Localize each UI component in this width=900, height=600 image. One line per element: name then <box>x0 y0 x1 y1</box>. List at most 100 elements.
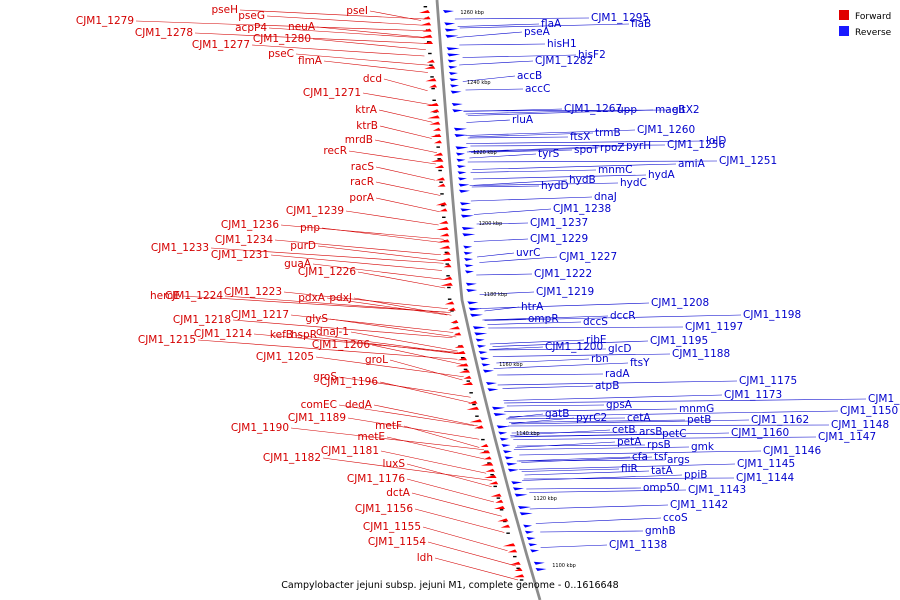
forward-gene-label[interactable]: CJM1_1189 <box>288 412 346 424</box>
reverse-gene-arrow[interactable] <box>459 202 471 206</box>
reverse-gene-label[interactable]: CJM1_1267 <box>564 103 622 115</box>
reverse-gene-arrow[interactable] <box>444 28 458 32</box>
forward-gene-arrow[interactable] <box>474 425 484 429</box>
forward-gene-label[interactable]: CJM1_1223 <box>224 286 282 298</box>
reverse-gene-arrow[interactable] <box>460 214 474 218</box>
forward-gene-arrow[interactable] <box>455 363 469 367</box>
reverse-gene-arrow[interactable] <box>456 158 466 162</box>
reverse-gene-arrow[interactable] <box>519 512 533 516</box>
reverse-gene-label[interactable]: hydC <box>620 177 647 189</box>
reverse-gene-label[interactable]: omp50 <box>643 482 680 494</box>
reverse-gene-label[interactable]: flaB <box>631 18 651 30</box>
forward-gene-label[interactable]: guaA <box>284 258 312 270</box>
reverse-gene-label[interactable]: CJM1_1142 <box>670 499 728 511</box>
reverse-gene-label[interactable]: lolD <box>706 135 726 147</box>
forward-gene-label[interactable]: pdxA <box>298 292 326 304</box>
reverse-gene-label[interactable]: ftsX <box>570 131 590 143</box>
forward-gene-label[interactable]: CJM1_1233 <box>151 242 209 254</box>
reverse-gene-arrow[interactable] <box>512 487 524 491</box>
reverse-gene-arrow[interactable] <box>464 270 474 274</box>
reverse-gene-label[interactable]: CJM1_1143 <box>688 484 746 496</box>
reverse-gene-arrow[interactable] <box>492 406 506 410</box>
forward-gene-label[interactable]: CJM1_1217 <box>231 309 289 321</box>
forward-gene-arrow[interactable] <box>437 183 446 187</box>
forward-gene-arrow[interactable] <box>444 301 455 305</box>
reverse-gene-arrow[interactable] <box>457 171 467 175</box>
forward-gene-label[interactable]: comEC <box>301 399 337 411</box>
forward-gene-label[interactable]: ktrB <box>356 120 378 132</box>
reverse-gene-label[interactable]: uvrC <box>516 247 541 259</box>
forward-gene-label[interactable]: CJM1_1279 <box>76 15 134 27</box>
reverse-gene-label[interactable]: ccoS <box>663 512 688 524</box>
reverse-gene-arrow[interactable] <box>460 208 472 212</box>
reverse-gene-label[interactable]: flaA <box>541 18 562 30</box>
reverse-gene-arrow[interactable] <box>457 177 467 181</box>
forward-gene-label[interactable]: groS <box>313 371 337 383</box>
reverse-gene-label[interactable]: args <box>667 454 690 466</box>
forward-gene-arrow[interactable] <box>434 165 444 168</box>
reverse-gene-arrow[interactable] <box>485 382 497 385</box>
reverse-gene-arrow[interactable] <box>444 22 456 26</box>
reverse-gene-arrow[interactable] <box>528 543 538 547</box>
reverse-gene-label[interactable]: ftsY <box>630 357 650 369</box>
reverse-gene-label[interactable]: accB <box>517 70 542 82</box>
forward-gene-label[interactable]: CJM1_1226 <box>298 266 356 278</box>
reverse-gene-label[interactable]: CJM1_1150 <box>840 405 898 417</box>
reverse-gene-arrow[interactable] <box>526 537 536 540</box>
reverse-gene-arrow[interactable] <box>462 233 476 237</box>
forward-gene-label[interactable]: dcd <box>363 73 382 85</box>
reverse-gene-label[interactable]: hisF2 <box>578 49 606 61</box>
forward-gene-arrow[interactable] <box>466 406 480 410</box>
forward-gene-arrow[interactable] <box>439 245 451 249</box>
forward-gene-arrow[interactable] <box>447 307 456 311</box>
reverse-gene-label[interactable]: CJM1_1198 <box>743 309 801 321</box>
forward-gene-label[interactable]: ktrA <box>355 104 378 116</box>
forward-gene-label[interactable]: CJM1_1176 <box>347 473 405 485</box>
forward-gene-arrow[interactable] <box>463 375 472 379</box>
forward-gene-label[interactable]: racR <box>350 176 374 188</box>
forward-gene-label[interactable]: CJM1_1206 <box>312 339 370 351</box>
forward-gene-label[interactable]: porA <box>349 192 374 204</box>
reverse-gene-arrow[interactable] <box>487 388 499 392</box>
forward-gene-arrow[interactable] <box>435 202 447 206</box>
reverse-gene-arrow[interactable] <box>455 152 465 156</box>
forward-gene-arrow[interactable] <box>419 34 433 38</box>
forward-gene-label[interactable]: flmA <box>298 55 323 67</box>
forward-gene-arrow[interactable] <box>500 524 511 528</box>
reverse-gene-arrow[interactable] <box>517 506 531 509</box>
forward-gene-label[interactable]: CJM1_1278 <box>135 27 193 39</box>
forward-gene-label[interactable]: CJM1_1155 <box>363 521 421 533</box>
forward-gene-arrow[interactable] <box>453 351 466 354</box>
reverse-gene-label[interactable]: amiA <box>678 158 706 170</box>
reverse-gene-label[interactable]: pyrC2 <box>576 412 607 424</box>
reverse-gene-arrow[interactable] <box>464 264 474 268</box>
forward-gene-arrow[interactable] <box>454 344 465 348</box>
forward-gene-label[interactable]: CJM1_1239 <box>286 205 344 217</box>
forward-gene-arrow[interactable] <box>430 158 444 162</box>
forward-gene-arrow[interactable] <box>490 493 502 497</box>
reverse-gene-arrow[interactable] <box>530 549 540 553</box>
reverse-gene-label[interactable]: tatA <box>651 465 674 477</box>
reverse-gene-arrow[interactable] <box>474 332 488 336</box>
forward-gene-arrow[interactable] <box>422 28 432 32</box>
forward-gene-label[interactable]: CJM1_1218 <box>173 314 231 326</box>
forward-gene-arrow[interactable] <box>461 382 473 385</box>
reverse-gene-arrow[interactable] <box>452 109 464 113</box>
reverse-gene-label[interactable]: cetA <box>627 412 651 424</box>
forward-gene-label[interactable]: purD <box>290 240 316 252</box>
reverse-gene-label[interactable]: gmhB <box>645 525 676 537</box>
reverse-gene-arrow[interactable] <box>455 146 469 150</box>
reverse-gene-arrow[interactable] <box>464 258 474 261</box>
reverse-gene-arrow[interactable] <box>501 444 511 447</box>
reverse-gene-arrow[interactable] <box>524 530 534 534</box>
reverse-gene-arrow[interactable] <box>503 450 513 454</box>
forward-gene-arrow[interactable] <box>427 115 440 119</box>
forward-gene-arrow[interactable] <box>439 233 450 237</box>
reverse-gene-label[interactable]: fliR <box>621 463 638 475</box>
forward-gene-label[interactable]: dnaJ-1 <box>316 326 349 338</box>
reverse-gene-label[interactable]: CJM1_1144 <box>736 472 794 484</box>
forward-gene-arrow[interactable] <box>502 543 516 547</box>
forward-gene-arrow[interactable] <box>467 400 478 404</box>
reverse-gene-arrow[interactable] <box>453 127 467 131</box>
reverse-gene-label[interactable]: CJM1_1160 <box>731 427 789 439</box>
